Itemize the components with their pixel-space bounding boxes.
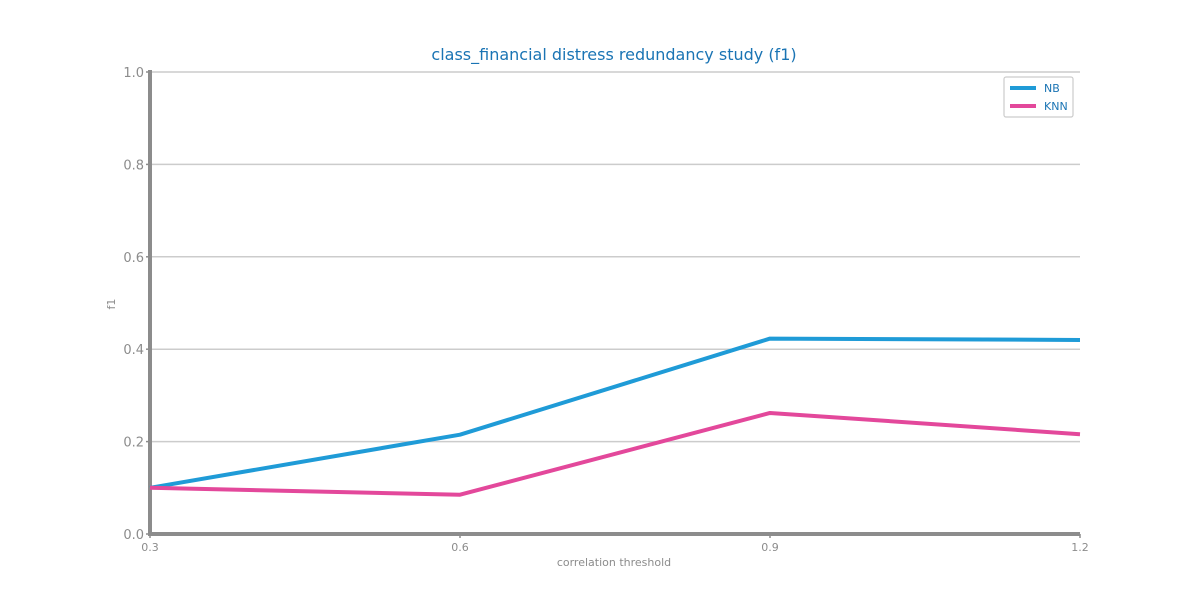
y-axis-ticks: 0.0 0.2 0.4 0.6 0.8 1.0 <box>123 66 150 543</box>
legend-label-knn: KNN <box>1044 100 1068 113</box>
y-axis-label: f1 <box>105 299 118 310</box>
y-tick-label: 0.0 <box>123 528 144 543</box>
x-tick-label: 0.3 <box>141 541 159 554</box>
legend: NB KNN <box>1003 76 1074 118</box>
x-axis-label: correlation threshold <box>557 556 671 569</box>
series-line-knn <box>149 410 1081 497</box>
series-line-nb <box>149 336 1081 490</box>
x-tick-label: 0.6 <box>451 541 469 554</box>
legend-label-nb: NB <box>1044 82 1060 95</box>
chart-title: class_financial distress redundancy stud… <box>431 45 796 65</box>
x-tick-label: 0.9 <box>761 541 779 554</box>
y-tick-label: 1.0 <box>123 66 144 81</box>
grid-lines <box>150 71 1080 443</box>
x-tick-label: 1.2 <box>1071 541 1089 554</box>
y-tick-label: 0.4 <box>123 343 144 358</box>
y-tick-label: 0.8 <box>123 158 144 173</box>
y-tick-label: 0.6 <box>123 251 144 266</box>
x-axis-ticks: 0.3 0.6 0.9 1.2 <box>141 534 1089 554</box>
series-group <box>149 336 1081 497</box>
y-tick-label: 0.2 <box>123 436 144 451</box>
